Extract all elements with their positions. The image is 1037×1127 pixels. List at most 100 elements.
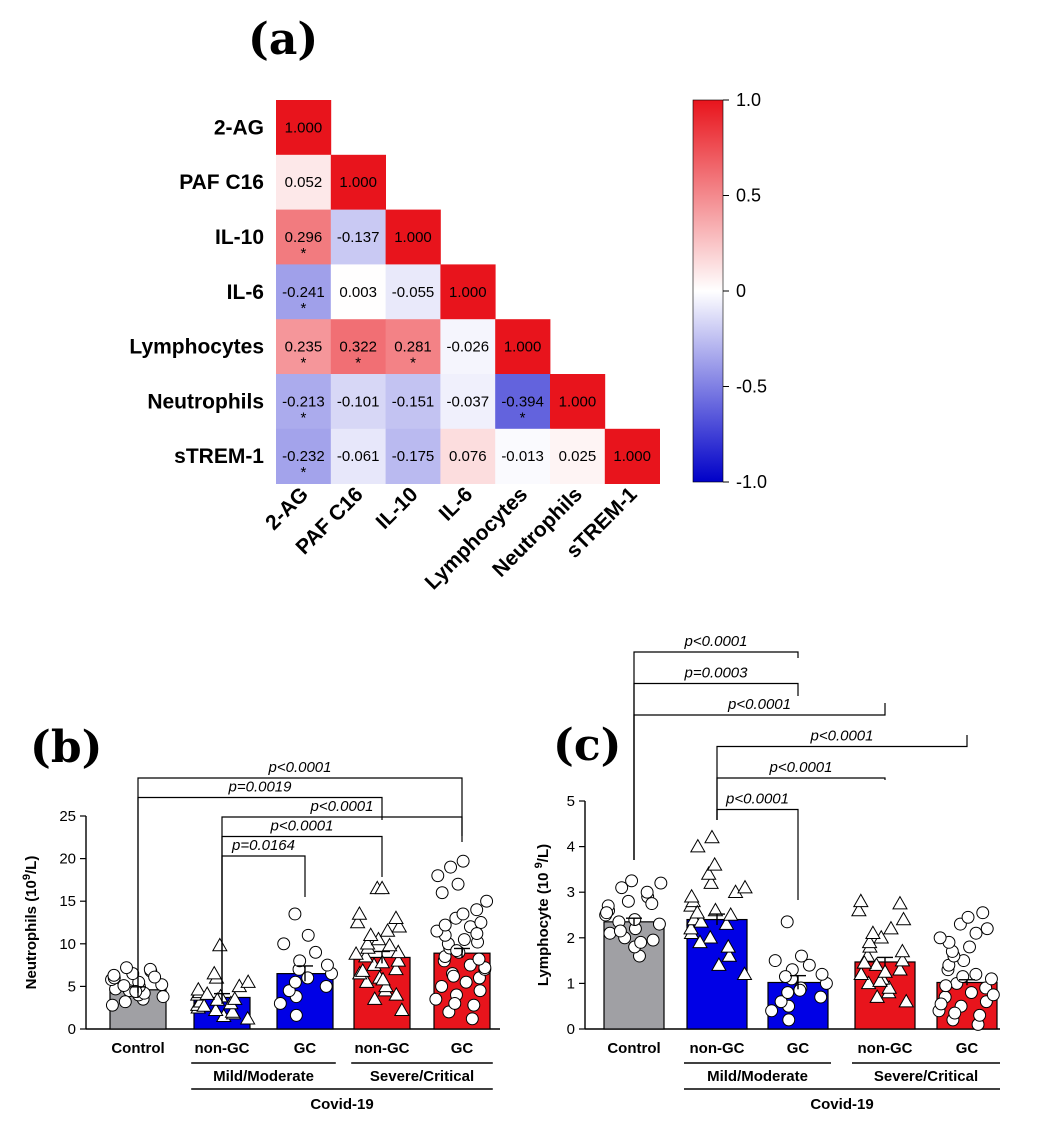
y-tick-label: 15 (59, 893, 76, 910)
data-point (700, 865, 717, 880)
data-point (898, 993, 915, 1008)
data-point (465, 1012, 479, 1026)
heatmap-cell-value: -0.061 (337, 448, 380, 465)
panel-c-lymphocyte-chart: (c) 0 1 2 3 4 5 Lymphocyte (10 9/L) Control non-… (533, 633, 1000, 1113)
panel-b-neutrophils-chart: (b) 0 5 10 15 20 25 Neutrophils (109/L) Control… (21, 722, 500, 1113)
heatmap-cell-value: 0.003 (339, 284, 377, 301)
data-point (273, 996, 287, 1010)
data-point (852, 893, 869, 908)
data-point (737, 879, 753, 894)
p-value-label: p<0.0001 (727, 696, 791, 713)
group-label: Covid-19 (810, 1096, 873, 1113)
data-point (692, 934, 708, 949)
data-point (391, 918, 408, 933)
data-point (358, 974, 375, 988)
y-tick-label: 1 (567, 975, 575, 992)
data-point (351, 905, 368, 920)
p-value-label: p<0.0001 (769, 759, 833, 776)
data-point (934, 997, 948, 1011)
heatmap-row-labels: 2-AG PAF C16 IL-10 IL-6 Lymphocytes Neutrophi… (129, 116, 264, 468)
data-point (973, 1008, 987, 1022)
group-label: Covid-19 (310, 1096, 373, 1113)
significance-bracket (716, 777, 886, 820)
heatmap-column-label: IL-6 (435, 483, 478, 526)
heatmap-cell-value: 0.025 (559, 448, 597, 465)
data-point (390, 952, 407, 967)
p-value-label: p<0.0001 (268, 759, 332, 776)
data-point (359, 935, 376, 950)
data-point (120, 961, 133, 975)
subgroup-label: Severe/Critical (370, 1068, 474, 1085)
panel-a-label: (a) (248, 14, 318, 65)
heatmap-cell-value: 1.000 (285, 119, 323, 136)
heatmap-column-label: 2-AG (261, 483, 313, 535)
data-point (948, 1006, 962, 1020)
heatmap-cell (330, 428, 386, 484)
data-point (702, 929, 719, 944)
data-point (892, 961, 908, 976)
data-point (107, 968, 121, 982)
data-point (683, 920, 699, 935)
panel-b-label: (b) (30, 722, 102, 773)
x-category-label: GC (451, 1040, 474, 1057)
colorbar-tick-label: 0.5 (736, 186, 761, 206)
heatmap-cell-value: -0.013 (501, 448, 544, 465)
x-category-label: non-GC (858, 1040, 913, 1057)
data-point (652, 917, 666, 931)
significance-star: * (300, 245, 306, 262)
heatmap-cell (330, 374, 386, 430)
data-point (474, 916, 488, 929)
heatmap-row-label: IL-6 (227, 281, 264, 304)
data-point (289, 1008, 303, 1022)
data-point (348, 946, 364, 960)
heatmap-cell (385, 209, 441, 265)
data-point (381, 937, 398, 952)
heatmap-cell (385, 374, 441, 430)
heatmap-cell-value: 1.000 (504, 339, 542, 356)
heatmap-cell (440, 374, 496, 430)
data-point (933, 931, 947, 945)
data-point (450, 944, 464, 958)
p-value-label: p=0.0003 (684, 665, 749, 682)
heatmap-cell-value: 0.281 (394, 339, 432, 356)
heatmap-row-label: sTREM-1 (174, 445, 264, 468)
y-tick-label: 0 (68, 1021, 76, 1038)
significance-bracket (633, 703, 886, 860)
colorbar-tick-label: 1.0 (736, 90, 761, 110)
data-point (388, 910, 404, 924)
heatmap-cell (330, 319, 386, 375)
heatmap-row-label: Neutrophils (147, 390, 264, 413)
data-point (689, 904, 706, 919)
panel-c-label: (c) (553, 720, 621, 771)
heatmap-cell-value: 1.000 (559, 393, 597, 410)
data-point (683, 888, 700, 903)
data-point (894, 952, 911, 967)
data-point (865, 925, 881, 939)
p-value-label: p<0.0001 (270, 818, 334, 835)
data-point (781, 986, 795, 999)
data-point (693, 913, 709, 928)
data-point (459, 975, 473, 989)
y-tick-label: 20 (59, 851, 76, 868)
y-axis-label: Lymphocyte (10 9/L) (533, 844, 552, 986)
heatmap-cell (385, 264, 441, 320)
y-tick-label: 2 (567, 930, 575, 947)
significance-bracket (137, 796, 383, 998)
data-point (615, 881, 629, 895)
data-point (375, 971, 391, 986)
heatmap-cell-value: -0.175 (392, 448, 435, 465)
heatmap-cell (604, 428, 660, 484)
data-point (634, 935, 648, 949)
data-point (984, 972, 998, 986)
data-point (780, 915, 794, 929)
data-point (646, 933, 660, 947)
heatmap-cell-value: 0.235 (285, 339, 323, 356)
heatmap-cell (550, 374, 606, 430)
heatmap-cell-value: -0.055 (392, 284, 435, 301)
data-point (939, 979, 953, 993)
data-point (765, 1004, 779, 1018)
data-point (448, 996, 462, 1010)
heatmap-cell (276, 154, 332, 210)
data-point (309, 945, 323, 959)
